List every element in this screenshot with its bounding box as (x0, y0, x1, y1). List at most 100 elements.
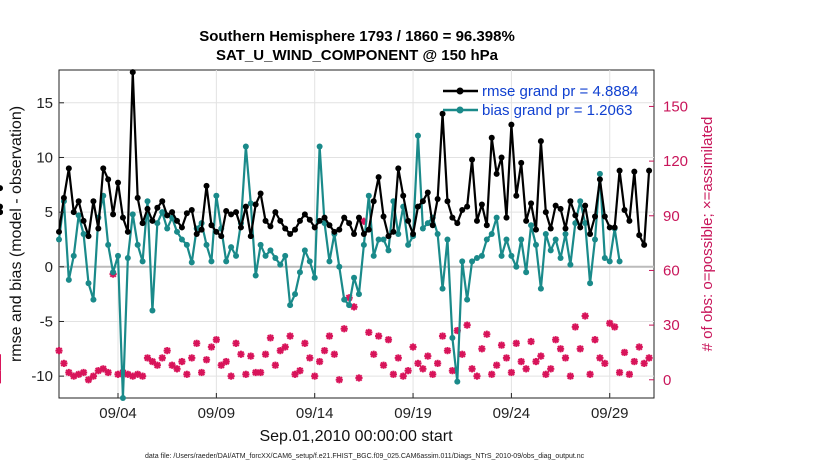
rmse-point (444, 198, 451, 205)
obs-assimilated-marker (355, 374, 363, 382)
rmse-point (188, 206, 195, 213)
obs-assimilated-marker (379, 361, 388, 369)
obs-assimilated-marker (212, 336, 220, 344)
bias-point (306, 258, 313, 265)
bias-point (311, 274, 318, 281)
rmse-point (596, 176, 603, 183)
rmse-point (208, 222, 215, 229)
bias-point (272, 255, 279, 262)
obs-assimilated-marker (286, 332, 294, 340)
obs-assimilated-marker (532, 357, 540, 366)
x-axis: 09/04 09/09 09/14 09/19 09/24 09/29 (99, 393, 629, 422)
bias-point (178, 236, 185, 243)
rmse-point (464, 203, 471, 210)
bias-point (208, 258, 215, 265)
obs-assimilated-marker (443, 347, 452, 355)
obs-assimilated-marker (222, 357, 230, 366)
bias-point (183, 241, 190, 248)
obs-assimilated-marker (158, 354, 166, 362)
rmse-point (380, 213, 387, 220)
obs-markers (0, 217, 653, 384)
bias-point (90, 296, 97, 303)
obs-assimilated-marker (424, 352, 432, 360)
bias-point (174, 228, 181, 235)
rmse-point (149, 217, 156, 224)
legend-rmse-label: rmse grand pr = 4.8884 (482, 83, 638, 100)
obs-assimilated-marker (488, 370, 496, 378)
bias-point (346, 302, 353, 309)
rmse-point (601, 213, 608, 220)
bias-point (493, 214, 500, 221)
obs-assimilated-marker (458, 350, 466, 358)
rmse-point (60, 194, 67, 201)
y-tick-label: -5 (40, 313, 53, 330)
obs-assimilated-marker (55, 347, 63, 355)
rmse-point (483, 222, 490, 229)
rmse-point (385, 233, 392, 240)
bias-point (203, 241, 210, 248)
obs-assimilated-marker (586, 370, 594, 378)
obs-assimilated-marker (247, 352, 255, 360)
rmse-point (262, 217, 269, 224)
rmse-point (557, 205, 564, 212)
bias-point (85, 280, 92, 287)
bias-point (252, 272, 259, 279)
obs-assimilated-marker (625, 370, 634, 378)
rmse-point (311, 224, 318, 231)
obs-assimilated-marker (556, 345, 565, 353)
rmse-point (365, 226, 372, 233)
rmse-point (292, 226, 299, 233)
bias-point (464, 296, 471, 303)
rmse-point (223, 208, 230, 215)
rmse-point (346, 220, 353, 227)
obs-assimilated-marker (591, 336, 599, 344)
bias-point (523, 269, 530, 276)
bias-point (223, 258, 230, 265)
bias-point (110, 269, 117, 276)
rmse-point (90, 198, 97, 205)
obs-assimilated-marker (193, 339, 201, 347)
rmse-point (124, 228, 131, 235)
obs-assimilated-marker (365, 328, 373, 336)
rmse-point (631, 168, 638, 175)
rmse-point (459, 206, 466, 213)
rmse-point (562, 225, 569, 232)
rmse-point (616, 167, 623, 174)
obs-assimilated-marker (188, 354, 196, 362)
obs-assimilated-marker (316, 357, 324, 366)
rmse-point (498, 154, 505, 161)
rmse-point (100, 165, 107, 172)
y-tick-label: 0 (45, 259, 53, 276)
bias-point (547, 247, 554, 254)
rmse-point (183, 210, 190, 217)
x-tick-label: 09/14 (296, 405, 334, 422)
rmse-point (424, 189, 431, 196)
bias-point (459, 258, 466, 265)
rmse-point (523, 217, 530, 224)
obs-assimilated-marker (571, 323, 579, 331)
obs-assimilated-marker (645, 354, 653, 362)
bias-point (380, 236, 387, 243)
rmse-point (174, 217, 181, 224)
rmse-point (336, 226, 343, 233)
bias-point (282, 252, 289, 259)
bias-point (154, 220, 161, 227)
bias-point (414, 132, 421, 139)
bias-point (616, 258, 623, 265)
rmse-point (528, 200, 535, 207)
bias-point (370, 252, 377, 259)
bias-point (213, 192, 220, 199)
obs-assimilated-marker (163, 347, 171, 355)
rmse-point (572, 212, 579, 219)
obs-assimilated-marker (434, 359, 442, 367)
rmse-point (154, 204, 161, 211)
obs-assimilated-marker (409, 343, 417, 351)
y-tick-label: -10 (31, 368, 53, 385)
bias-point (341, 296, 348, 303)
y-tick-label: 5 (45, 204, 53, 221)
rmse-point (80, 217, 87, 224)
obs-assimilated-marker (404, 367, 412, 375)
obs-assimilated-marker (552, 336, 560, 344)
x-tick-label: 09/19 (394, 405, 432, 422)
rmse-point (547, 225, 554, 232)
